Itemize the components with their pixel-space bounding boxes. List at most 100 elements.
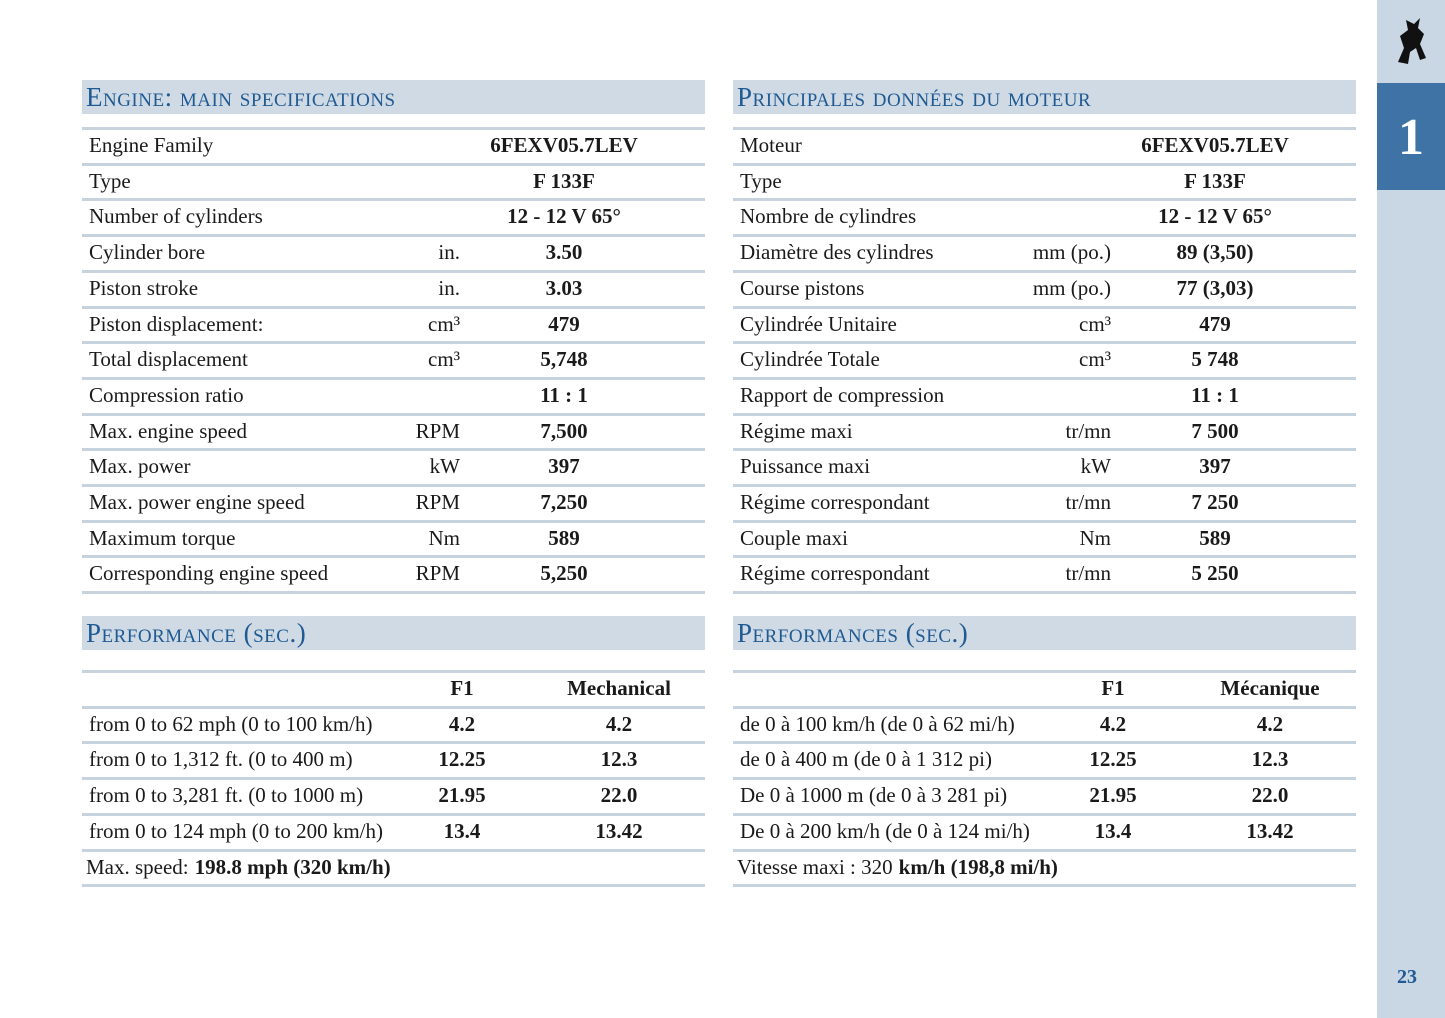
row-label: from 0 to 3,281 ft. (0 to 1000 m) bbox=[89, 783, 364, 808]
row-line bbox=[733, 305, 1356, 309]
row-label: Course pistons bbox=[740, 275, 865, 300]
row-label: Type bbox=[740, 168, 782, 193]
section-header bbox=[82, 80, 705, 114]
column-header: Mechanical bbox=[567, 676, 671, 700]
row-unit: tr/mn bbox=[1065, 561, 1112, 586]
chapter-number: 1 bbox=[1398, 109, 1424, 166]
row-line bbox=[82, 198, 705, 202]
row-line bbox=[82, 519, 705, 523]
row-unit: in. bbox=[438, 240, 460, 265]
row-line bbox=[733, 884, 1356, 888]
row-label: Maximum torque bbox=[89, 525, 236, 550]
row-line bbox=[82, 448, 705, 452]
row-value: 5,250 bbox=[540, 561, 588, 586]
row-line bbox=[733, 555, 1356, 559]
row-line bbox=[82, 376, 705, 380]
page-number: 23 bbox=[1397, 966, 1417, 988]
row-unit: RPM bbox=[415, 561, 460, 586]
row-line bbox=[733, 812, 1356, 816]
section-title: Performances (sec.) bbox=[737, 618, 969, 648]
row-line bbox=[733, 198, 1356, 202]
row-unit: kW bbox=[1080, 454, 1111, 479]
row-value: 3.03 bbox=[545, 275, 583, 300]
row-line bbox=[733, 705, 1356, 709]
row-unit: cm³ bbox=[428, 347, 460, 372]
row-value: 13.42 bbox=[595, 818, 643, 843]
row-label: Régime correspondant bbox=[740, 490, 930, 514]
section-header bbox=[82, 616, 705, 650]
row-value: 12.3 bbox=[600, 747, 638, 772]
row-label: from 0 to 62 mph (0 to 100 km/h) bbox=[89, 711, 373, 736]
row-line bbox=[82, 234, 705, 238]
row-line bbox=[733, 670, 1356, 673]
row-label: Cylindrée Totale bbox=[740, 347, 880, 372]
row-line bbox=[82, 305, 705, 309]
max-speed-label: Vitesse maxi : 320 bbox=[737, 854, 893, 879]
row-value: 6FEXV05.7LEV bbox=[490, 133, 638, 157]
row-line bbox=[733, 448, 1356, 452]
row-unit: kW bbox=[429, 454, 460, 479]
row-line bbox=[733, 741, 1356, 745]
row-unit: tr/mn bbox=[1065, 418, 1112, 443]
row-value: 13.4 bbox=[1094, 818, 1132, 843]
row-value: 12.25 bbox=[1089, 747, 1137, 772]
row-line bbox=[733, 484, 1356, 487]
row-label: Rapport de compression bbox=[740, 382, 945, 407]
row-unit: mm (po.) bbox=[1032, 240, 1111, 265]
row-label: Diamètre des cylindres bbox=[740, 240, 934, 265]
max-speed: Vitesse maxi : 320 km/h (198,8 mi/h) bbox=[737, 850, 1058, 885]
row-unit: in. bbox=[438, 275, 460, 300]
row-value: F 133F bbox=[1184, 168, 1246, 193]
row-line bbox=[82, 812, 705, 816]
row-label: Max. power bbox=[89, 454, 191, 479]
row-line bbox=[82, 670, 705, 673]
row-value: 89 (3,50) bbox=[1176, 240, 1254, 265]
row-line bbox=[733, 519, 1356, 523]
row-label: Régime maxi bbox=[740, 418, 853, 443]
row-label: Cylinder bore bbox=[89, 240, 206, 265]
row-line bbox=[733, 848, 1356, 852]
row-value: 4.2 bbox=[1256, 711, 1284, 736]
row-unit: RPM bbox=[415, 418, 460, 443]
section-title: Performance (sec.) bbox=[86, 618, 307, 648]
row-value: 22.0 bbox=[600, 783, 638, 808]
row-label: Régime correspondant bbox=[740, 561, 930, 586]
row-label: Moteur bbox=[740, 133, 802, 157]
row-line bbox=[733, 234, 1356, 238]
section-header bbox=[733, 616, 1356, 650]
row-value: 7 250 bbox=[1191, 490, 1239, 514]
row-line bbox=[733, 341, 1356, 345]
row-value: 12 - 12 V 65° bbox=[1158, 204, 1272, 229]
row-line bbox=[82, 162, 705, 166]
row-value: 11 : 1 bbox=[1191, 382, 1239, 407]
row-value: 4.2 bbox=[1099, 711, 1127, 736]
max-speed-label: Max. speed: bbox=[86, 854, 189, 879]
row-unit: cm³ bbox=[1079, 347, 1111, 372]
row-label: Piston stroke bbox=[89, 275, 199, 300]
row-value: 11 : 1 bbox=[540, 382, 588, 407]
row-unit: cm³ bbox=[428, 311, 460, 336]
row-value: 3.50 bbox=[545, 240, 583, 265]
row-value: 22.0 bbox=[1251, 783, 1289, 808]
row-value: 397 bbox=[548, 454, 580, 479]
row-label: De 0 à 200 km/h (de 0 à 124 mi/h) bbox=[740, 818, 1030, 843]
row-label: Max. power engine speed bbox=[89, 490, 305, 514]
row-label: from 0 to 124 mph (0 to 200 km/h) bbox=[89, 818, 383, 843]
row-label: Number of cylinders bbox=[89, 204, 263, 229]
row-line bbox=[733, 162, 1356, 166]
row-line bbox=[82, 848, 705, 852]
row-unit: Nm bbox=[428, 525, 461, 550]
row-line bbox=[82, 741, 705, 745]
row-label: Engine Family bbox=[89, 133, 214, 157]
row-line bbox=[733, 412, 1356, 416]
column-header: F1 bbox=[450, 676, 474, 700]
row-line bbox=[733, 376, 1356, 380]
column-header: Mécanique bbox=[1220, 676, 1320, 700]
row-value: 4.2 bbox=[605, 711, 633, 736]
row-label: De 0 à 1000 m (de 0 à 3 281 pi) bbox=[740, 783, 1008, 808]
row-line bbox=[733, 269, 1356, 273]
row-value: 479 bbox=[1199, 311, 1231, 336]
row-value: 13.4 bbox=[443, 818, 481, 843]
row-line bbox=[82, 269, 705, 273]
